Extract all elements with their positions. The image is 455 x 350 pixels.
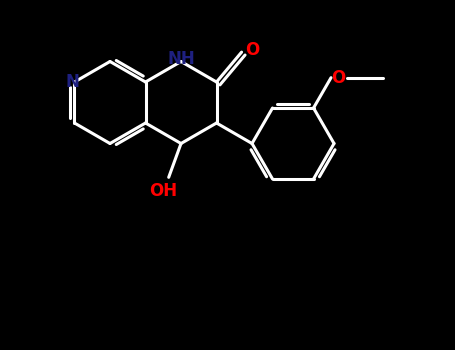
Text: OH: OH	[149, 182, 177, 200]
Text: N: N	[65, 73, 79, 91]
Text: O: O	[245, 41, 260, 58]
Text: NH: NH	[167, 50, 195, 68]
Text: O: O	[331, 69, 345, 87]
